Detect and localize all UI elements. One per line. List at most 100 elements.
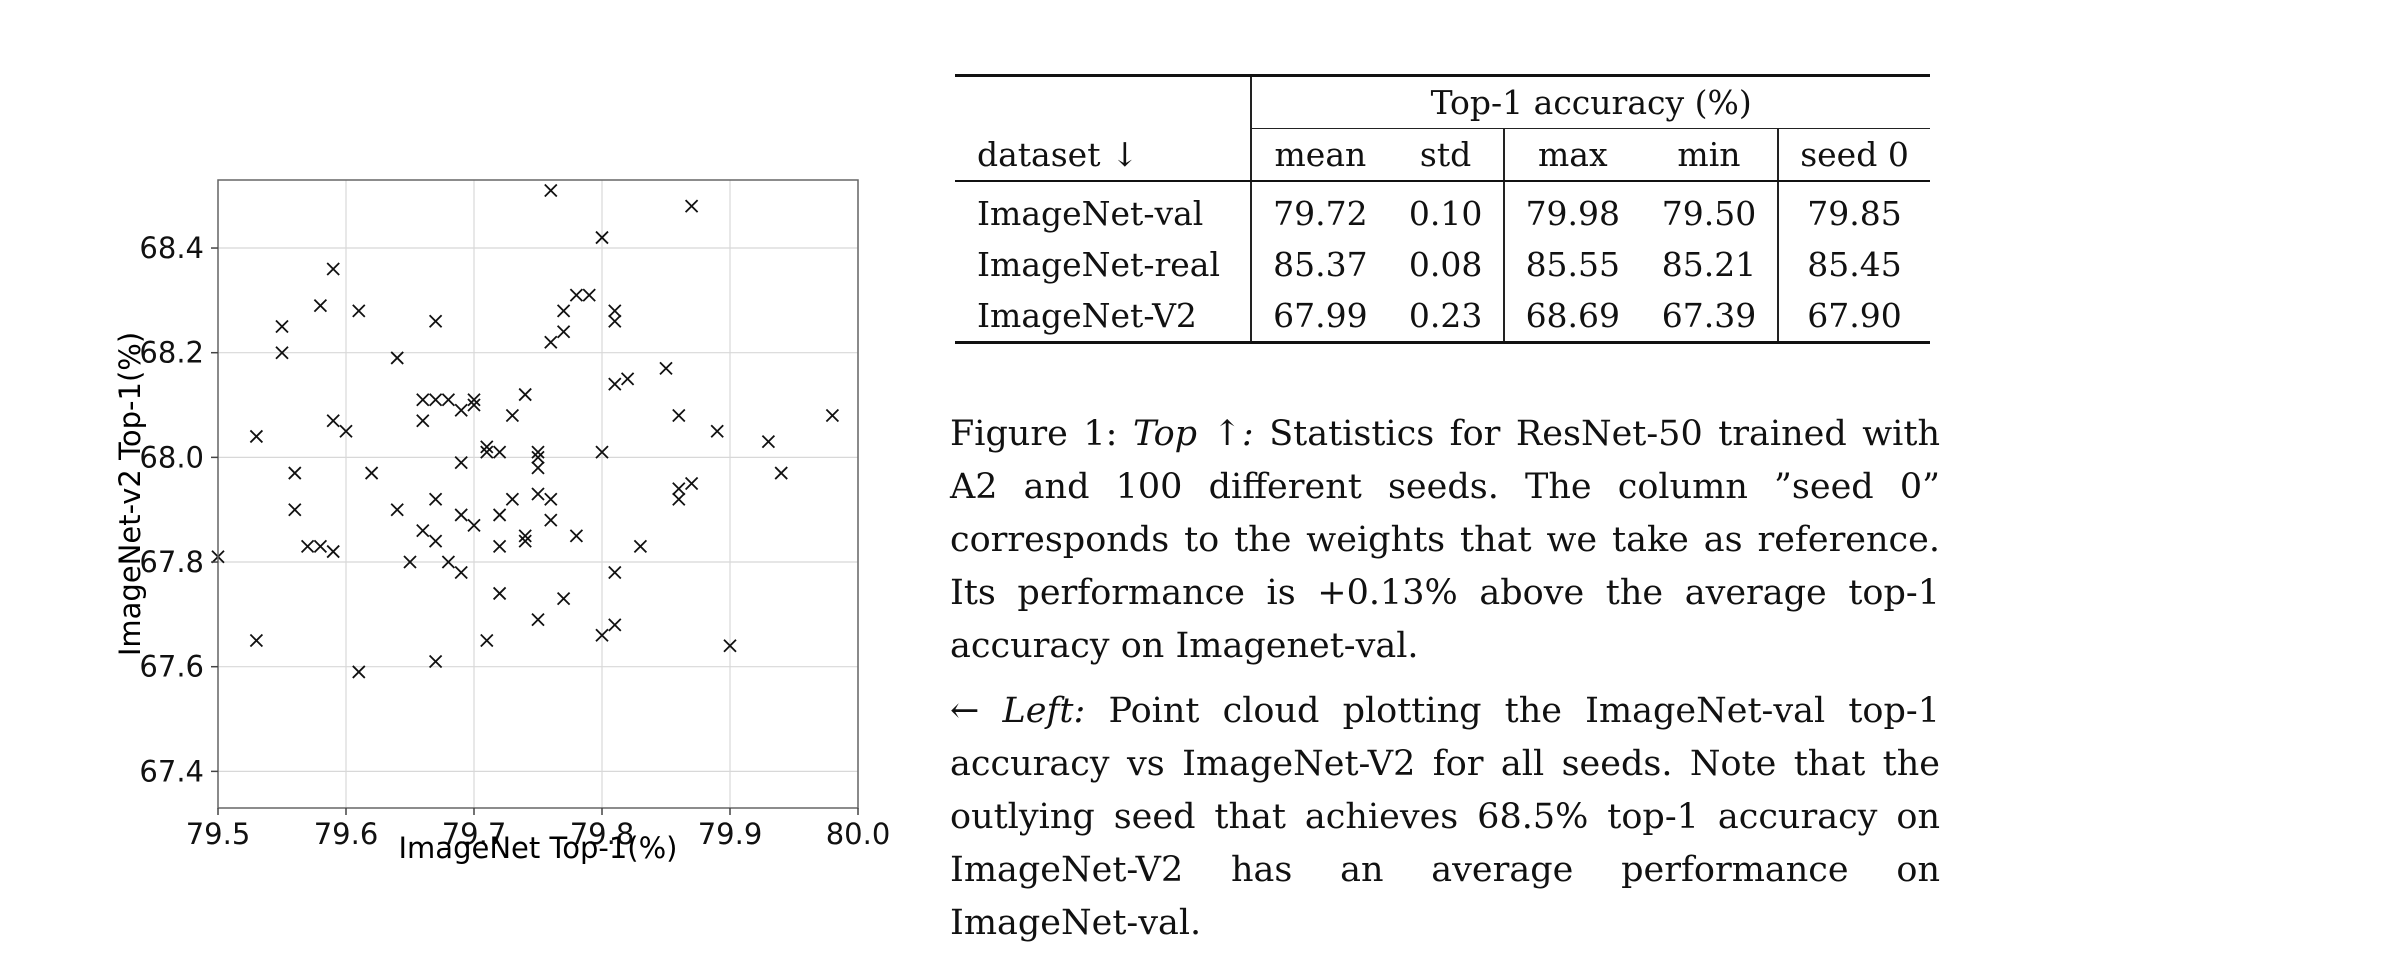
data-point-x-marker (595, 230, 609, 245)
cell-min: 67.39 (1640, 290, 1780, 344)
table-corner-cell (955, 75, 1253, 129)
data-point-x-marker (480, 633, 494, 648)
cell-max: 79.98 (1525, 194, 1621, 233)
dataset-header: dataset ↓ (955, 128, 1253, 182)
data-point-x-marker (428, 314, 443, 328)
scatter-plot: 79.5 79.6 79.7 79.8 79.9 80.0 67.4 67.6 67.8 68.0… (113, 179, 891, 865)
data-point-x-marker (595, 628, 609, 642)
y-tick-label: 67.6 (139, 650, 204, 684)
row-dataset: ImageNet-V2 (955, 290, 1253, 344)
data-point-x-marker (569, 288, 584, 302)
cell-max: 85.55 (1525, 245, 1621, 284)
data-point-x-marker (582, 288, 596, 302)
data-point-x-marker (608, 314, 622, 328)
y-tick-label: 68.4 (139, 231, 204, 265)
data-point-x-marker (467, 518, 481, 533)
data-point-x-marker (390, 503, 404, 517)
data-point-x-marker (492, 539, 507, 553)
data-point-x-marker (505, 492, 520, 506)
data-point-x-marker (441, 555, 456, 569)
caption-top-paragraph: Figure 1: Top ↑: Statistics for ResNet-5… (950, 408, 1940, 673)
data-point-x-marker (672, 408, 686, 423)
data-point-x-marker (454, 455, 468, 470)
x-tick-label: 80.0 (826, 817, 891, 851)
data-point-x-marker (633, 539, 648, 553)
y-tick-label: 67.8 (139, 545, 204, 579)
data-point-x-marker (249, 633, 264, 648)
row-dataset: ImageNet-val (955, 181, 1253, 239)
data-point-x-marker (416, 393, 430, 407)
col-header-seed0: seed 0 (1778, 128, 1930, 182)
data-point-x-marker (313, 539, 328, 553)
data-point-x-marker (825, 408, 840, 423)
data-point-x-marker (352, 665, 366, 679)
top-text: Statistics for ResNet-50 trained with A2… (950, 414, 1940, 666)
data-point-x-marker (454, 403, 468, 417)
data-point-x-marker (608, 618, 622, 632)
col-header-min: min (1640, 128, 1780, 182)
data-point-x-marker (659, 361, 673, 376)
data-point-x-marker (518, 529, 532, 543)
data-point-x-marker (300, 539, 315, 553)
data-point-x-marker (428, 534, 443, 548)
data-point-x-marker (428, 654, 443, 669)
data-point-x-marker (326, 414, 340, 428)
y-tick-label: 67.4 (139, 754, 204, 788)
data-point-x-marker (556, 592, 571, 606)
data-point-x-marker (595, 445, 609, 459)
x-tick-label: 79.9 (698, 817, 763, 851)
data-point-x-marker (326, 544, 340, 559)
data-point-x-marker (544, 335, 558, 349)
data-point-x-marker (467, 393, 481, 407)
data-point-x-marker (544, 492, 558, 506)
table-row: ImageNet-val 79.72 0.10 79.98 79.50 79.8… (955, 181, 1930, 239)
data-point-x-marker (672, 482, 686, 496)
data-point-x-marker (313, 298, 328, 313)
plot-frame (217, 179, 859, 809)
data-point-x-marker (454, 565, 468, 580)
data-point-x-marker (364, 466, 379, 480)
y-axis-label: ImageNet-v2 Top-1(%) (113, 332, 147, 656)
caption-left-paragraph: ← Left: Point cloud plotting the ImageNe… (950, 685, 1940, 950)
data-point-x-marker (518, 387, 532, 402)
y-tick-label: 68.0 (139, 440, 204, 474)
left-text: Point cloud plotting the ImageNet-val to… (950, 691, 1941, 943)
col-header-mean: mean (1251, 128, 1389, 182)
data-point-x-marker (544, 183, 558, 198)
group-header: Top-1 accuracy (%) (1251, 75, 1930, 129)
data-point-x-marker (428, 393, 443, 407)
data-point-x-marker (531, 445, 545, 459)
left-label: ← Left: (950, 691, 1086, 731)
data-point-x-marker (339, 424, 353, 438)
data-point-x-marker (403, 555, 417, 569)
data-point-x-marker (531, 450, 545, 465)
x-tick-label: 79.7 (442, 817, 507, 851)
data-point-x-marker (492, 508, 507, 522)
data-point-x-marker (505, 408, 520, 423)
data-point-x-marker (723, 639, 737, 653)
cell-min: 79.50 (1640, 181, 1780, 239)
data-point-x-marker (249, 429, 264, 444)
data-point-x-marker (428, 492, 443, 506)
data-point-x-marker (480, 445, 494, 459)
data-point-x-marker (288, 466, 302, 480)
x-axis-label: ImageNet Top-1(%) (399, 831, 678, 865)
table-header-row-2: dataset ↓ mean std max min seed 0 (955, 128, 1930, 182)
data-point-x-marker (620, 372, 635, 386)
statistics-table-block: Top-1 accuracy (%) dataset ↓ mean std ma… (955, 74, 1935, 344)
col-header-max: max (1503, 128, 1641, 182)
cell-seed0: 67.90 (1778, 290, 1930, 344)
data-point-x-marker (454, 508, 468, 522)
data-point-x-marker (441, 393, 456, 407)
cell-min: 85.21 (1640, 239, 1780, 290)
cell-mean: 85.37 (1273, 245, 1368, 284)
y-tick-label: 68.2 (139, 336, 204, 370)
data-point-x-marker (518, 534, 532, 548)
data-point-x-marker (480, 440, 494, 454)
data-point-x-marker (684, 476, 699, 491)
cell-std: 0.23 (1388, 290, 1505, 344)
data-point-x-marker (326, 262, 340, 276)
cell-max: 68.69 (1503, 290, 1641, 344)
data-point-x-marker (275, 319, 289, 334)
cell-mean: 79.72 (1273, 194, 1368, 233)
